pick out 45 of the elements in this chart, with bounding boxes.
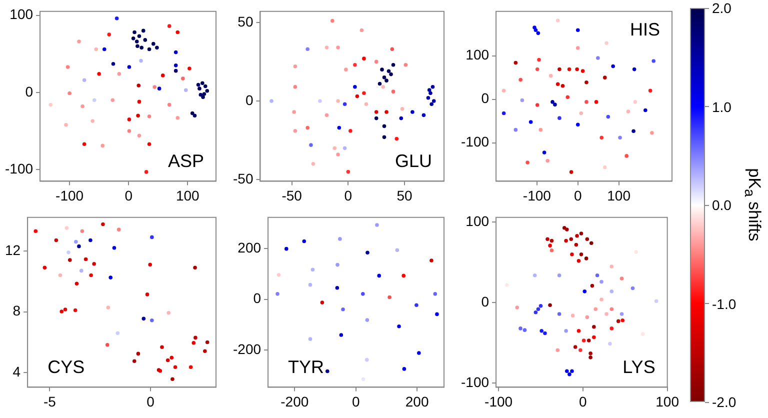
text: CYS [48,357,85,378]
text: LYS [622,357,656,378]
y-tick-label: 200 [238,239,262,256]
x-tick-label: -5 [44,393,56,410]
text: ASP [168,151,204,172]
y-tick-label: 0 [245,92,254,108]
x-tick-label: 0 [344,187,352,204]
color-bar-label: 1.0 [712,98,732,114]
y-tick-label: -100 [4,160,34,176]
chart-title: HIS [630,19,660,40]
y-tick-label: 100 [10,6,34,22]
y-tick-label: -100 [460,374,490,390]
y-tick-label: -50 [233,170,254,186]
color-bar-label: -2.0 [712,394,736,410]
x-tick-label: -100 [522,187,552,204]
x-tick-label: 200 [405,393,429,410]
y-tick-label: 100 [466,46,490,63]
x-tick-label: 0 [579,393,588,410]
y-tick-label: 4 [12,364,21,380]
color-bar-label: -1.0 [712,296,736,312]
y-tick-label: 0 [481,90,490,106]
y-tick-label: 50 [238,13,254,30]
x-tick-label: 0 [146,393,155,410]
x-tick-label: 0 [352,393,360,410]
x-tick-label: 100 [656,393,680,410]
y-tick-label: -200 [232,340,262,357]
y-tick-label: -100 [460,134,490,150]
x-tick-label: 0 [124,187,133,204]
x-tick-label: 0 [574,187,582,204]
x-tick-label: -50 [282,187,302,204]
color-bar-label: 2.0 [712,0,732,16]
x-tick-label: -200 [280,393,309,410]
text: TYR [288,357,324,378]
x-tick-label: -100 [56,187,84,204]
y-tick-label: 0 [481,294,490,310]
text: GLU [394,151,432,172]
x-tick-label: 100 [607,187,631,204]
color-bar-label: 0.0 [712,197,732,213]
y-tick-label: 100 [466,213,490,230]
x-tick-label: 50 [396,187,413,204]
y-tick-label: 8 [12,302,21,319]
x-tick-label: 100 [176,187,200,204]
y-tick-label: 0 [25,83,34,100]
y-tick-label: 12 [4,242,21,258]
y-tick-label: 0 [253,290,262,306]
